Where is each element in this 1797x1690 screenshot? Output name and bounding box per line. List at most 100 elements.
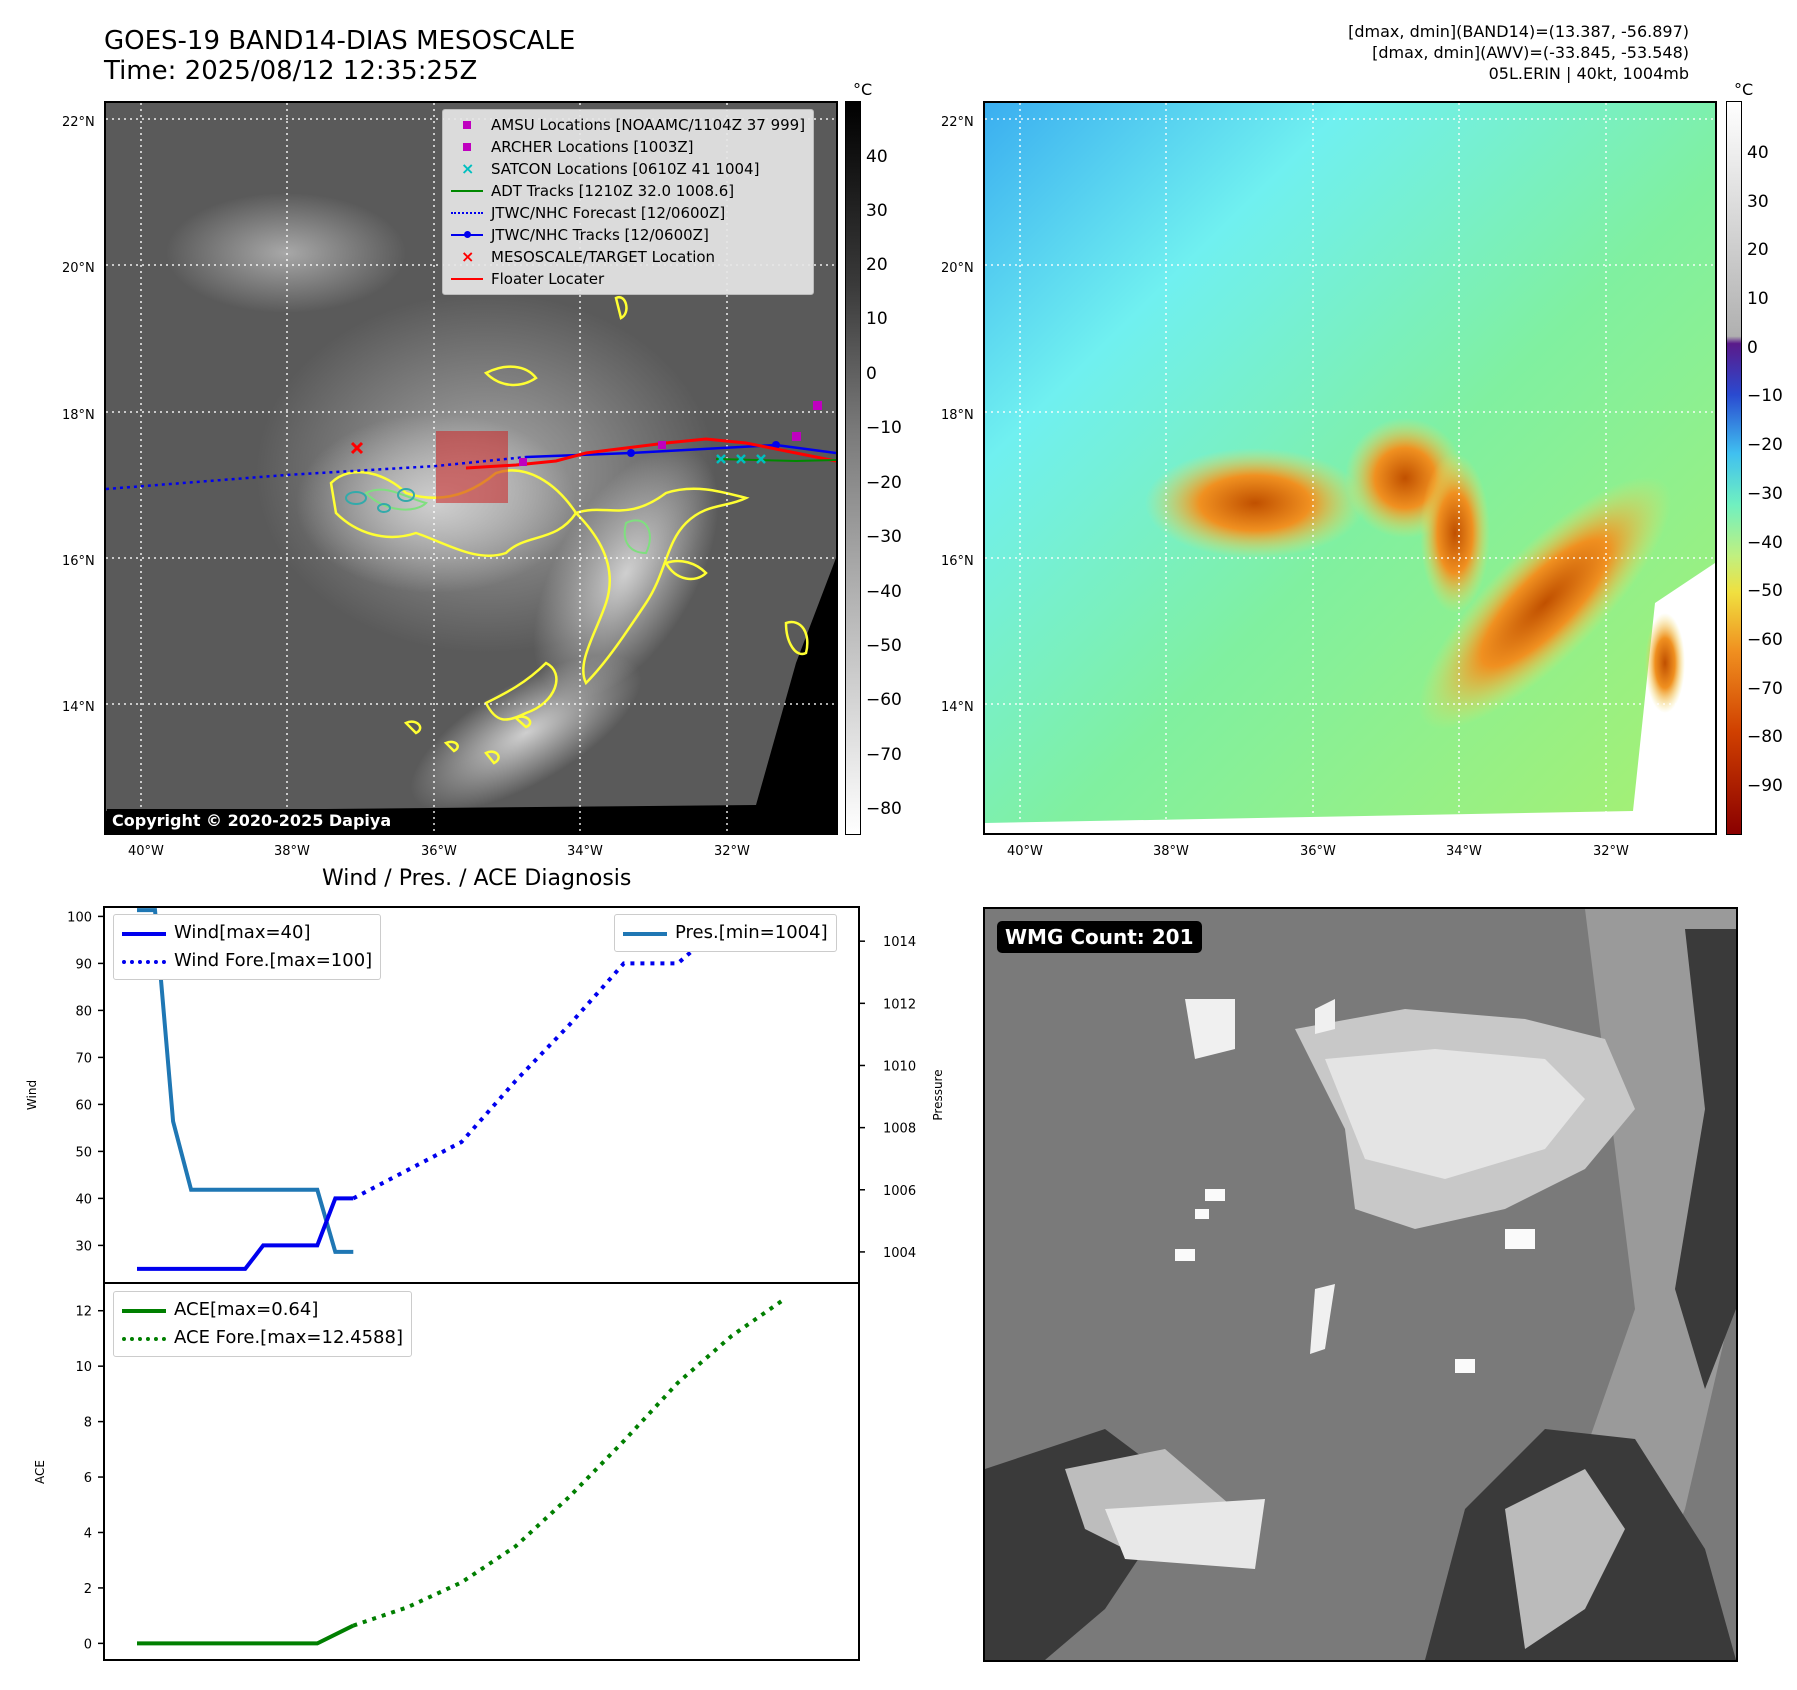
pressure-axis-tick-label: 1008 [883, 1122, 916, 1137]
ace-axis-tick-label: 10 [75, 1360, 92, 1375]
wind-forecast-series-line [352, 914, 786, 1201]
cbl-tick: 40 [866, 147, 888, 167]
ace-series-line [137, 1623, 355, 1646]
cbl-tick: 0 [866, 364, 877, 384]
legend-adt: ADT Tracks [1210Z 32.0 1008.6] [491, 182, 735, 200]
legend-wind: Wind[max=40] [174, 922, 311, 943]
wind-legend: Wind[max=40] Wind Fore.[max=100] [113, 914, 382, 980]
legend-target: MESOSCALE/TARGET Location [491, 248, 716, 266]
pressure-axis-tick-label: 1012 [883, 997, 916, 1012]
chart-title: GOES-19 BAND14-DIAS MESOSCALE [104, 26, 576, 56]
legend-wind-forecast: Wind Fore.[max=100] [174, 950, 373, 971]
lat-label-16n: 16°N [62, 554, 95, 569]
ace-axis-tick-label: 12 [75, 1305, 92, 1320]
wind-axis-tick-label: 100 [67, 910, 92, 925]
ace-line-icon [122, 1303, 166, 1317]
lon-label-34w: 34°W [567, 844, 603, 859]
cbl-tick: −10 [866, 418, 902, 438]
floater-line-icon [451, 272, 483, 286]
legend-floater: Floater Locater [491, 270, 605, 288]
chart-time: Time: 2025/08/12 12:35:25Z [104, 56, 478, 86]
colorbar-right-unit: °C [1734, 80, 1754, 99]
info-awv: [dmax, dmin](AWV)=(-33.845, -53.548) [1372, 43, 1689, 62]
map-legend: AMSU Locations [NOAAMC/1104Z 37 999] ARC… [442, 109, 815, 295]
copyright-label: Copyright © 2020-2025 Dapiya [107, 809, 397, 832]
awv-lon-label-36w: 36°W [1300, 844, 1336, 859]
legend-amsu: AMSU Locations [NOAAMC/1104Z 37 999] [491, 116, 806, 134]
cbr-tick: −70 [1747, 679, 1783, 699]
lat-label-22n: 22°N [62, 115, 95, 130]
ace-axis-tick-label: 8 [84, 1416, 92, 1431]
cbr-tick: −80 [1747, 727, 1783, 747]
cbr-tick: −20 [1747, 435, 1783, 455]
wind-axis-tick-label: 80 [75, 1004, 92, 1019]
floater-track [465, 437, 836, 470]
ace-forecast-line-icon [122, 1331, 166, 1345]
awv-lon-label-38w: 38°W [1153, 844, 1189, 859]
wind-line-icon [122, 926, 166, 940]
forecast-line-icon [451, 206, 483, 220]
awv-lat-label-20n: 20°N [941, 261, 974, 276]
awv-lon-label-40w: 40°W [1007, 844, 1043, 859]
ace-legend: ACE[max=0.64] ACE Fore.[max=12.4588] [113, 1291, 412, 1357]
track-line-icon [451, 228, 483, 242]
cbr-tick: −10 [1747, 386, 1783, 406]
wind-axis-tick-label: 40 [75, 1192, 92, 1207]
pressure-axis-label: Pressure [931, 1069, 945, 1120]
archer-marker-icon [451, 140, 483, 154]
lat-label-18n: 18°N [62, 408, 95, 423]
cbr-tick: −50 [1747, 581, 1783, 601]
ir-map-panel: AMSU Locations [NOAAMC/1104Z 37 999] ARC… [104, 101, 838, 835]
wind-axis-tick-label: 30 [75, 1239, 92, 1254]
amsu-marker-icon [451, 118, 483, 132]
satcon-marker-icon: × [461, 159, 475, 178]
cbl-tick: −80 [866, 799, 902, 819]
cbl-tick: −20 [866, 473, 902, 493]
lon-label-36w: 36°W [421, 844, 457, 859]
legend-forecast: JTWC/NHC Forecast [12/0600Z] [491, 204, 726, 222]
cbr-tick: −60 [1747, 630, 1783, 650]
ace-axis-tick-label: 6 [84, 1471, 92, 1486]
pressure-line-icon [623, 926, 667, 940]
legend-pressure: Pres.[min=1004] [675, 922, 828, 943]
cbr-tick: 10 [1747, 289, 1769, 309]
cbr-tick: 40 [1747, 143, 1769, 163]
pressure-axis-tick-label: 1006 [883, 1184, 916, 1199]
wmg-count-badge: WMG Count: 201 [997, 921, 1202, 953]
colorbar-left [845, 101, 861, 835]
ace-axis-tick-label: 4 [84, 1526, 92, 1541]
ace-forecast-series-line [352, 1296, 788, 1628]
cbl-tick: 10 [866, 309, 888, 329]
awv-map-panel [983, 101, 1717, 835]
pressure-axis-tick-label: 1010 [883, 1059, 916, 1074]
cbr-tick: −90 [1747, 776, 1783, 796]
awv-lat-label-16n: 16°N [941, 554, 974, 569]
adt-line-icon [451, 184, 483, 198]
colorbar-right-ticks: 40 30 20 10 0 −10 −20 −30 −40 −50 −60 −7… [1747, 101, 1797, 833]
awv-lon-label-34w: 34°W [1446, 844, 1482, 859]
info-band14: [dmax, dmin](BAND14)=(13.387, -56.897) [1348, 22, 1689, 41]
cbr-tick: −40 [1747, 533, 1783, 553]
pressure-axis-tick-label: 1014 [883, 935, 916, 950]
ace-axis-tick-label: 2 [84, 1582, 92, 1597]
legend-satcon: SATCON Locations [0610Z 41 1004] [491, 160, 760, 178]
cbr-tick: 20 [1747, 240, 1769, 260]
lat-label-14n: 14°N [62, 700, 95, 715]
lon-label-32w: 32°W [714, 844, 750, 859]
wind-series-line [137, 1196, 354, 1271]
cbr-tick: 0 [1747, 338, 1758, 358]
cbl-tick: −70 [866, 745, 902, 765]
pressure-legend: Pres.[min=1004] [614, 914, 837, 952]
lon-label-40w: 40°W [128, 844, 164, 859]
awv-lat-label-22n: 22°N [941, 115, 974, 130]
target-marker-icon: × [461, 247, 475, 266]
cbr-tick: 30 [1747, 192, 1769, 212]
colorbar-right [1726, 101, 1742, 835]
wind-axis-label: Wind [25, 1080, 39, 1110]
legend-tracks: JTWC/NHC Tracks [12/0600Z] [491, 226, 709, 244]
legend-archer: ARCHER Locations [1003Z] [491, 138, 694, 156]
legend-ace: ACE[max=0.64] [174, 1299, 319, 1320]
wind-axis-tick-label: 70 [75, 1051, 92, 1066]
lat-label-20n: 20°N [62, 261, 95, 276]
